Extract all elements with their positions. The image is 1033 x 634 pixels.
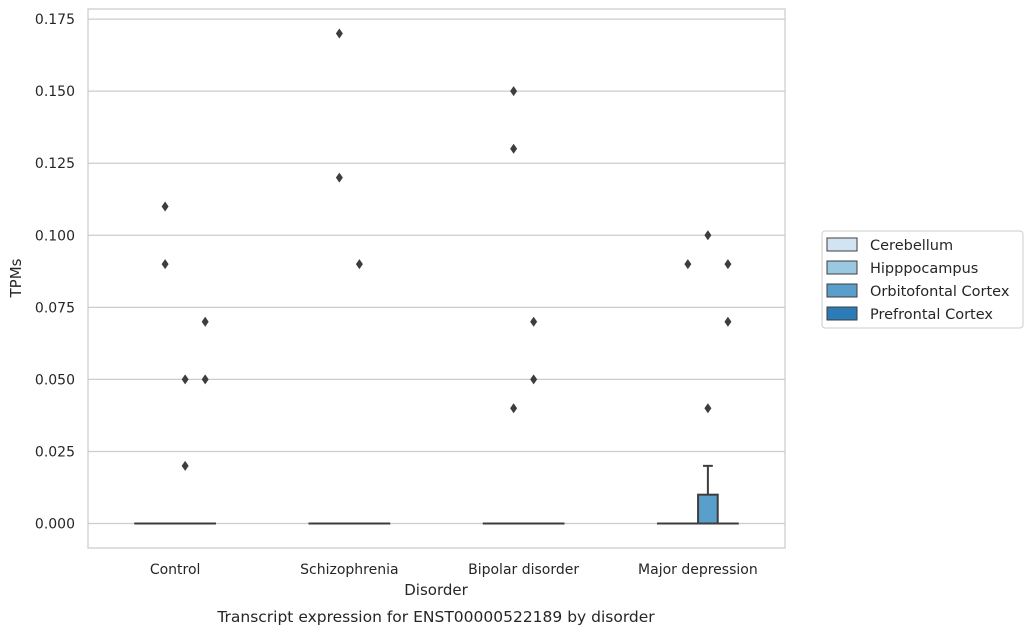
x-tick-labels: Control Schizophrenia Bipolar disorder Majo…: [150, 562, 758, 578]
y-tick-label: 0.150: [35, 84, 75, 100]
x-tick-label: Bipolar disorder: [468, 562, 579, 578]
legend: Cerebellum Hipppocampus Orbitofontal Corte…: [821, 230, 1024, 329]
y-tick-labels: 0.000 0.025 0.050 0.075 0.100 0.125 0.150 0.175: [35, 12, 75, 532]
y-axis-title: TPMs: [7, 258, 25, 298]
outlier-point: [724, 316, 732, 327]
outlier-marks: [161, 28, 732, 471]
outlier-point: [530, 316, 538, 327]
y-tick-label: 0.050: [35, 372, 75, 388]
legend-swatch: [826, 237, 858, 252]
outlier-point: [510, 86, 518, 97]
outlier-point: [201, 316, 209, 327]
legend-frame: [821, 230, 1024, 329]
outlier-point: [181, 374, 189, 385]
box-body: [697, 493, 719, 525]
y-tick-label: 0.100: [35, 228, 75, 244]
legend-swatch: [826, 306, 858, 321]
legend-item: Orbitofontal Cortex: [826, 283, 1010, 300]
outlier-point: [161, 259, 169, 270]
outlier-point: [704, 403, 712, 414]
legend-item: Hipppocampus: [826, 260, 978, 277]
x-tick-label: Schizophrenia: [300, 562, 398, 578]
x-axis-title: Disorder: [404, 581, 468, 599]
plot-frame: [87, 8, 786, 549]
outlier-point: [510, 403, 518, 414]
outlier-point: [161, 201, 169, 212]
y-tick-label: 0.075: [35, 300, 75, 316]
outlier-point: [181, 460, 189, 471]
outlier-point: [510, 143, 518, 154]
gridlines: [88, 18, 785, 525]
outlier-point: [201, 374, 209, 385]
outlier-point: [530, 374, 538, 385]
legend-label: Prefrontal Cortex: [870, 307, 993, 323]
x-tick-label: Major depression: [638, 562, 758, 578]
outlier-point: [355, 259, 363, 270]
outlier-point: [335, 28, 343, 39]
legend-label: Orbitofontal Cortex: [870, 284, 1010, 300]
legend-swatch: [826, 260, 858, 275]
box-orbitofontal-cortex: [697, 464, 719, 525]
legend-swatch: [826, 283, 858, 298]
legend-item: Cerebellum: [826, 237, 953, 254]
y-tick-label: 0.000: [35, 517, 75, 533]
outlier-point: [335, 172, 343, 183]
outlier-point: [684, 259, 692, 270]
legend-label: Cerebellum: [870, 238, 953, 254]
outlier-point: [704, 230, 712, 241]
box-marks: [134, 464, 739, 525]
y-tick-label: 0.175: [35, 12, 75, 28]
y-tick-label: 0.125: [35, 156, 75, 172]
y-tick-label: 0.025: [35, 444, 75, 460]
legend-item: Prefrontal Cortex: [826, 306, 993, 323]
x-tick-label: Control: [150, 562, 201, 578]
legend-label: Hipppocampus: [870, 261, 978, 277]
outlier-point: [724, 259, 732, 270]
chart-caption: Transcript expression for ENST0000052218…: [216, 608, 655, 626]
